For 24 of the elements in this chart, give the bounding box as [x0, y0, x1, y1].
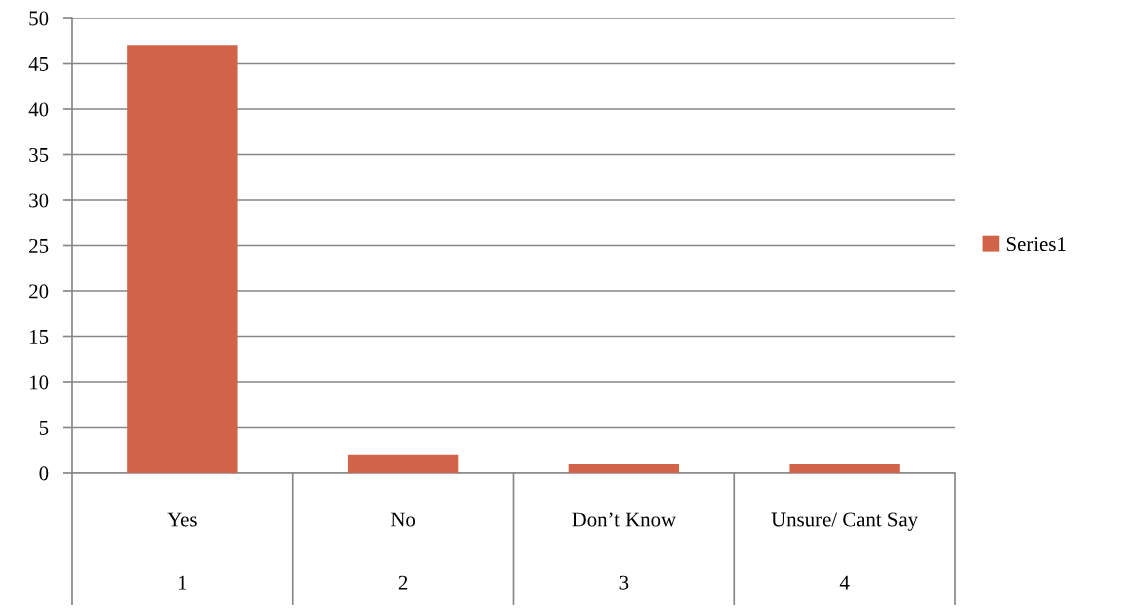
x-tick-label: Unsure/ Cant Say [771, 512, 919, 531]
y-tick-label: 15 [30, 329, 49, 344]
bar [568, 463, 680, 473]
text: 2 [398, 575, 408, 590]
y-tick-label: 5 [39, 421, 49, 435]
y-tick-label: 50 [29, 11, 49, 26]
y-tick-label: 10 [30, 375, 49, 390]
y-tick-label: 25 [29, 238, 49, 253]
text: 3 [619, 575, 629, 590]
legend-label: Series1 [1006, 237, 1066, 252]
y-tick-label: 35 [29, 147, 49, 162]
bar [127, 45, 238, 473]
x-tick-label: Yes [167, 512, 197, 527]
y-tick-label: 40 [28, 102, 49, 117]
bar [347, 454, 459, 473]
y-tick-label: 20 [29, 284, 49, 299]
bar [789, 463, 900, 473]
y-tick-label: 0 [39, 466, 49, 481]
text: 1 [178, 575, 187, 590]
text: 4 [839, 575, 850, 590]
x-tick-label: Don’t Know [572, 512, 676, 527]
y-tick-label: 30 [29, 193, 49, 208]
x-tick-label: No [390, 512, 416, 527]
y-tick-label: 45 [28, 57, 49, 71]
